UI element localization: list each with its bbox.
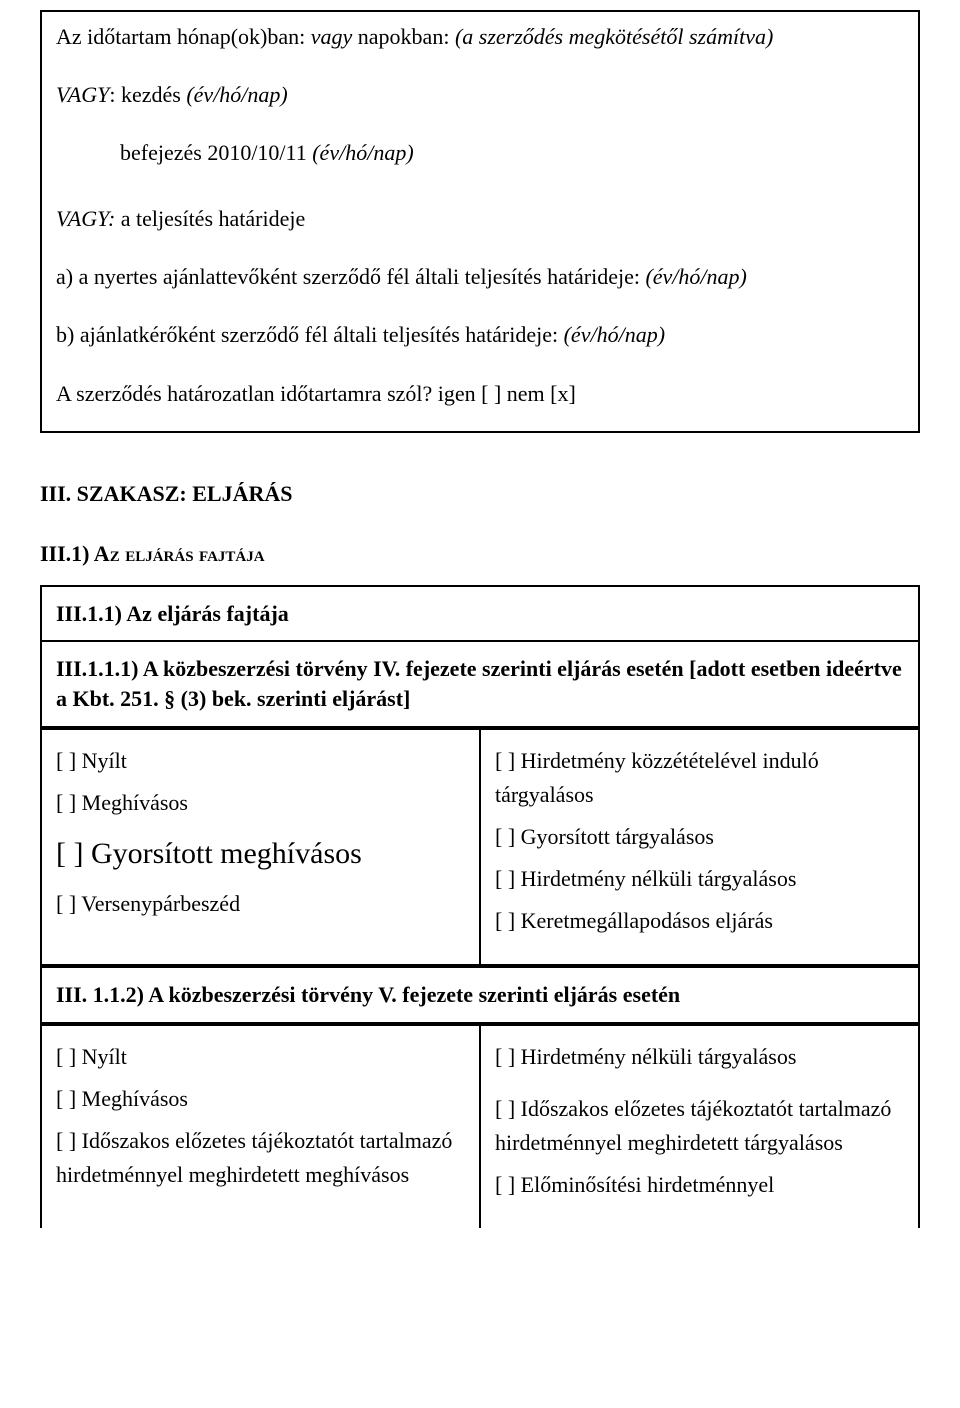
table-3112: III. 1.1.2) A közbeszerzési törvény V. f… [40,966,920,1024]
opt-gyorsitott-targyalasos: [ ] Gyorsított tárgyalásos [495,820,904,854]
text-italic: (év/hó/nap) [312,140,413,165]
options-b-table: [ ] Nyílt [ ] Meghívásos [ ] Időszakos e… [40,1024,920,1228]
options-b-right: [ ] Hirdetmény nélküli tárgyalásos [ ] I… [480,1025,919,1228]
text: III.1) A [40,541,110,566]
line-duration: Az időtartam hónap(ok)ban: vagy napokban… [56,20,906,54]
opt-versenyparbeszed: [ ] Versenypárbeszéd [56,887,465,921]
page-root: Az időtartam hónap(ok)ban: vagy napokban… [0,0,960,1228]
text-italic: VAGY [56,82,109,107]
line-or-deadline: VAGY: a teljesítés határideje [56,202,906,236]
line-indefinite: A szerződés határozatlan időtartamra szó… [56,377,906,411]
opt-b-elominositesi: [ ] Előminősítési hirdetménnyel [495,1168,904,1202]
text: b) ajánlatkérőként szerződő fél általi t… [56,322,564,347]
options-a-table: [ ] Nyílt [ ] Meghívásos [ ] Gyorsított … [40,728,920,966]
table-311: III.1.1) Az eljárás fajtája III.1.1.1) A… [40,585,920,728]
text: napokban: [352,24,455,49]
text-italic: (a szerződés megkötésétől számítva) [455,24,773,49]
options-a-right: [ ] Hirdetmény közzétételével induló tár… [480,729,919,965]
opt-b-hirdetmeny-nelkuli: [ ] Hirdetmény nélküli tárgyalásos [495,1040,904,1074]
header-3111: III.1.1.1) A közbeszerzési törvény IV. f… [41,641,919,726]
section-3-title: III. SZAKASZ: ELJÁRÁS [40,481,920,507]
text-italic: (év/hó/nap) [564,322,665,347]
opt-hirdetmeny-nelkuli: [ ] Hirdetmény nélküli tárgyalásos [495,862,904,896]
text-italic: VAGY: [56,206,115,231]
text: a) a nyertes ajánlattevőként szerződő fé… [56,264,645,289]
header-3111-text: III.1.1.1) A közbeszerzési törvény IV. f… [56,654,904,713]
line-or-start: VAGY: kezdés (év/hó/nap) [56,78,906,112]
header-311-text: III.1.1) Az eljárás fajtája [56,599,904,629]
opt-b-nyilt: [ ] Nyílt [56,1040,465,1074]
text: Az időtartam hónap(ok)ban: [56,24,311,49]
text: befejezés 2010/10/11 [120,140,312,165]
opt-gyorsitott-meghivasos: [ ] Gyorsított meghívásos [56,834,465,873]
duration-box: Az időtartam hónap(ok)ban: vagy napokban… [41,11,919,432]
opt-b-idoszakos-meghivasos: [ ] Időszakos előzetes tájékoztatót tart… [56,1124,465,1192]
opt-b-idoszakos-targyalasos: [ ] Időszakos előzetes tájékoztatót tart… [495,1092,904,1160]
options-a-left: [ ] Nyílt [ ] Meghívásos [ ] Gyorsított … [41,729,480,965]
options-b-left: [ ] Nyílt [ ] Meghívásos [ ] Időszakos e… [41,1025,480,1228]
text: a teljesítés határideje [115,206,305,231]
opt-keretmegallapodasos: [ ] Keretmegállapodásos eljárás [495,904,904,938]
duration-box-table: Az időtartam hónap(ok)ban: vagy napokban… [40,10,920,433]
text: : kezdés [109,82,186,107]
text-italic: vagy [311,24,353,49]
opt-nyilt: [ ] Nyílt [56,744,465,778]
opt-hirdetmeny-indulo: [ ] Hirdetmény közzétételével induló tár… [495,744,904,812]
text-smallcaps: z eljárás fajtája [110,541,265,566]
line-a: a) a nyertes ajánlattevőként szerződő fé… [56,260,906,294]
section-3-1-title: III.1) Az eljárás fajtája [40,541,920,567]
header-311: III.1.1) Az eljárás fajtája [41,586,919,642]
text-italic: (év/hó/nap) [186,82,287,107]
header-3112-text: III. 1.1.2) A közbeszerzési törvény V. f… [56,980,904,1010]
opt-meghivasos: [ ] Meghívásos [56,786,465,820]
text-italic: (év/hó/nap) [645,264,746,289]
opt-b-meghivasos: [ ] Meghívásos [56,1082,465,1116]
line-end-date: befejezés 2010/10/11 (év/hó/nap) [120,136,906,170]
header-3112: III. 1.1.2) A közbeszerzési törvény V. f… [41,967,919,1023]
line-b: b) ajánlatkérőként szerződő fél általi t… [56,318,906,352]
